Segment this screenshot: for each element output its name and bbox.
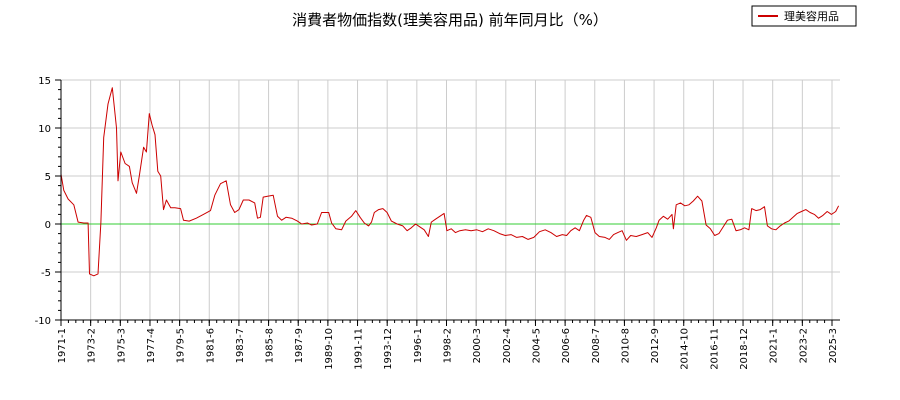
y-tick-label: 0 <box>45 220 51 231</box>
y-axis-ticks: 15 10 5 0 -5 -10 <box>35 76 61 327</box>
x-tick-label: 1983-7 <box>235 328 246 363</box>
x-tick-label: 2016-11 <box>709 328 720 370</box>
x-tick-label: 2000-3 <box>472 328 483 363</box>
x-tick-label: 2023-2 <box>798 328 809 363</box>
x-axis-ticks: 1971-1 1973-2 1975-3 1977-4 1979-5 1981-6 1983… <box>57 320 839 370</box>
x-tick-label: 2021-1 <box>769 328 780 363</box>
x-tick-label: 1998-2 <box>443 328 454 363</box>
x-tick-label: 2008-7 <box>591 328 602 363</box>
y-tick-label: -10 <box>35 316 51 327</box>
x-tick-label: 2018-12 <box>739 328 750 370</box>
x-tick-label: 2006-6 <box>561 328 572 363</box>
x-tick-label: 1981-6 <box>205 328 216 363</box>
y-tick-label: 5 <box>45 172 51 183</box>
x-tick-label: 1979-5 <box>176 328 187 363</box>
x-tick-label: 1991-11 <box>354 328 365 370</box>
axes <box>60 80 840 321</box>
x-tick-label: 2025-3 <box>828 328 839 363</box>
x-tick-label: 1985-8 <box>265 328 276 363</box>
legend-box <box>751 5 857 27</box>
series-group <box>60 87 840 277</box>
x-tick-label: 2004-5 <box>531 328 542 363</box>
x-tick-label: 1996-1 <box>413 328 424 363</box>
y-tick-label: 15 <box>38 76 51 87</box>
x-tick-label: 2012-9 <box>650 328 661 363</box>
x-tick-label: 2010-8 <box>620 328 631 363</box>
x-tick-label: 1973-2 <box>87 328 98 363</box>
y-tick-label: 10 <box>38 124 51 135</box>
x-tick-label: 1971-1 <box>57 328 68 363</box>
x-tick-label: 1975-3 <box>116 328 127 363</box>
x-tick-label: 1977-4 <box>146 328 157 363</box>
series-line <box>60 87 840 277</box>
x-tick-label: 1989-10 <box>324 328 335 370</box>
grid <box>60 79 840 321</box>
chart-title: 消費者物価指数(理美容用品) 前年同月比（%） <box>292 11 608 29</box>
legend-label: 理美容用品 <box>784 9 839 23</box>
x-tick-label: 1987-9 <box>294 328 305 363</box>
legend: 理美容用品 <box>751 5 857 27</box>
y-tick-label: -5 <box>41 268 51 279</box>
x-tick-label: 1993-12 <box>383 328 394 370</box>
x-tick-label: 2002-4 <box>502 328 513 363</box>
x-tick-label: 2014-10 <box>680 328 691 370</box>
